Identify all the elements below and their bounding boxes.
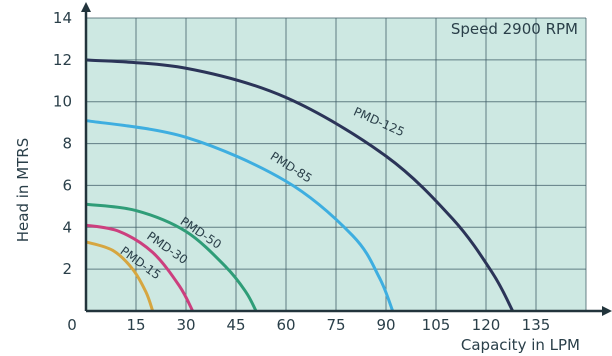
y-tick-label: 2	[62, 260, 72, 278]
y-tick-label: 4	[62, 218, 72, 236]
x-tick-label: 105	[422, 316, 451, 334]
curve-pmd-50	[85, 202, 258, 312]
y-tick-labels: 2 4 6 8 10 12 14	[53, 9, 72, 278]
x-tick-label: 120	[472, 316, 501, 334]
x-tick-label: 0	[67, 316, 77, 334]
x-axis-label: Capacity in LPM	[461, 336, 580, 354]
x-tick-label: 15	[126, 316, 145, 334]
y-axis-arrow	[81, 2, 91, 12]
y-tick-label: 14	[53, 9, 72, 27]
grid	[86, 17, 587, 311]
curve-pmd-30	[85, 223, 195, 312]
x-tick-label: 45	[226, 316, 245, 334]
y-tick-label: 6	[62, 176, 72, 194]
y-tick-label: 10	[53, 93, 72, 111]
x-tick-label: 135	[522, 316, 551, 334]
x-tick-label: 60	[276, 316, 295, 334]
x-tick-label: 75	[326, 316, 345, 334]
curves	[85, 58, 514, 312]
y-axis-label: Head in MTRS	[14, 138, 32, 242]
axes	[81, 2, 612, 316]
y-tick-label: 8	[62, 135, 72, 153]
x-tick-label: 90	[376, 316, 395, 334]
x-tick-label: 30	[176, 316, 195, 334]
y-tick-label: 12	[53, 51, 72, 69]
curve-pmd-85	[85, 119, 395, 312]
curve-pmd-15	[85, 240, 155, 312]
x-tick-labels: 0 15 30 45 60 75 90 105 120 135	[67, 316, 550, 334]
speed-annotation: Speed 2900 RPM	[451, 20, 578, 38]
curve-pmd-125	[85, 58, 514, 312]
x-axis-arrow	[602, 306, 612, 316]
